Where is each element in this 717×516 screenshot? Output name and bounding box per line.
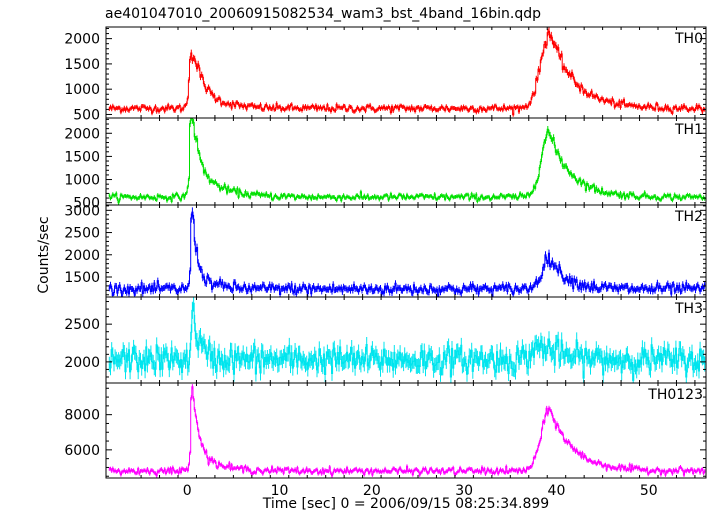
y-tick-label: 1500 <box>64 149 100 165</box>
y-tick-label: 6000 <box>64 443 100 459</box>
y-tick-label: 1000 <box>64 173 100 189</box>
x-tick-label: 10 <box>271 483 289 499</box>
y-tick-label: 2500 <box>64 226 100 242</box>
y-tick-label: 1500 <box>64 270 100 286</box>
panel-label-th2: TH2 <box>674 209 703 225</box>
panel-frame <box>105 382 707 479</box>
y-tick-label: 2000 <box>64 355 100 371</box>
series-th3-line <box>108 302 706 381</box>
y-axis-label: Counts/sec <box>36 216 52 293</box>
y-tick-label: 500 <box>73 196 100 212</box>
panel-th0: 500 1000 1500 2000 TH0 <box>64 26 707 123</box>
y-tick-label: 3000 <box>64 203 100 219</box>
y-tick-label: 2000 <box>64 126 100 142</box>
y-tick-label: 1000 <box>64 82 100 98</box>
y-tick-label: 8000 <box>64 408 100 424</box>
panel-th2: 1500 2000 2500 3000 TH2 <box>64 203 707 298</box>
panel-label-th3: TH3 <box>674 301 703 317</box>
series-th1-line <box>108 118 706 204</box>
chart-title: ae401047010_20060915082534_wam3_bst_4ban… <box>105 6 541 22</box>
x-tick-label: 50 <box>640 483 658 499</box>
series-th0-line <box>108 30 706 116</box>
series-th2-line <box>108 211 706 297</box>
x-axis-label: Time [sec] 0 = 2006/09/15 08:25:34.899 <box>262 496 549 512</box>
panel-th3: 2000 2500 TH3 <box>64 296 707 384</box>
x-tick-label: 30 <box>455 483 473 499</box>
y-tick-label: 2000 <box>64 32 100 48</box>
panel-label-th1: TH1 <box>674 122 703 138</box>
panel-label-th0123: TH0123 <box>647 387 703 403</box>
series-th0-errorbars <box>108 27 706 117</box>
series-th0123-line <box>108 386 706 477</box>
panel-th1: 500 1000 1500 2000 TH1 <box>64 117 707 212</box>
y-tick-label: 2000 <box>64 248 100 264</box>
y-tick-label: 2500 <box>64 317 100 333</box>
x-tick-label: 40 <box>548 483 566 499</box>
x-tick-label: 0 <box>183 483 192 499</box>
panel-th0123: 6000 8000 TH0123 <box>64 382 707 479</box>
y-tick-label: 500 <box>73 107 100 123</box>
y-tick-label: 1500 <box>64 57 100 73</box>
x-tick-label: 20 <box>363 483 381 499</box>
panel-label-th0: TH0 <box>674 31 703 47</box>
